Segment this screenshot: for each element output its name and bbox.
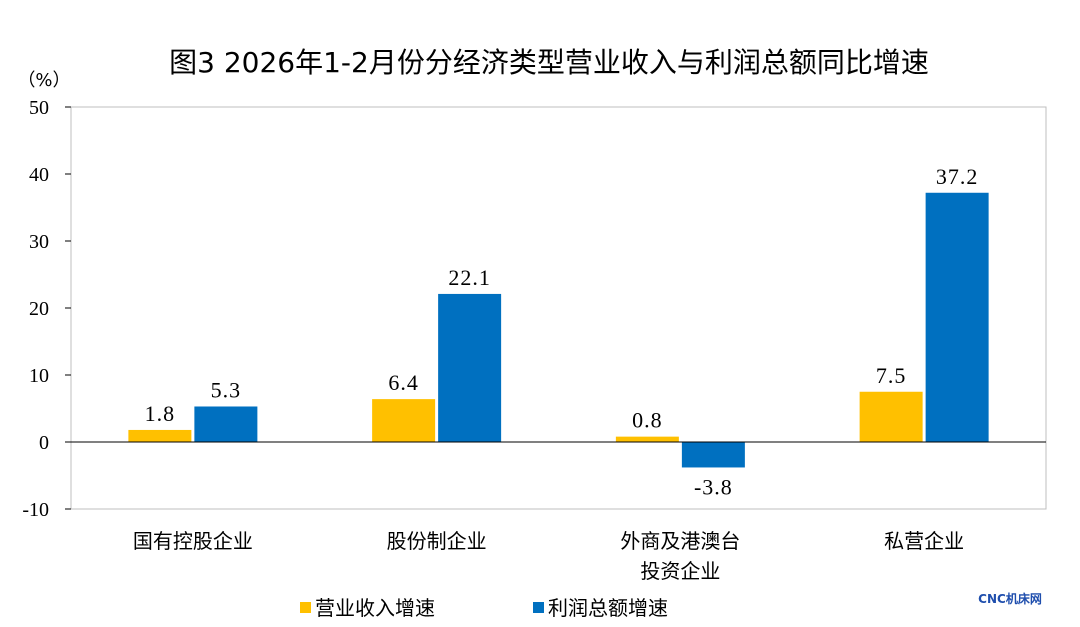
y-tick-label: 0: [39, 432, 49, 454]
bar-revenue: [128, 429, 192, 442]
y-tick-label: 20: [29, 298, 49, 320]
value-label: 37.2: [936, 164, 979, 189]
value-label: 22.1: [448, 265, 491, 290]
legend-label: 营业收入增速: [315, 596, 435, 620]
value-label: 0.8: [632, 408, 663, 433]
legend-swatch: [533, 602, 544, 613]
y-axis-unit-label: （%）: [17, 70, 70, 91]
chart-title: 图3 2026年1-2月份分经济类型营业收入与利润总额同比增速: [169, 46, 929, 79]
bar-revenue: [615, 436, 679, 442]
bar-revenue: [859, 391, 923, 442]
category-label: 国有控股企业: [133, 529, 253, 553]
value-label: 5.3: [211, 377, 242, 402]
y-tick-label: 50: [29, 97, 49, 119]
value-label: -3.8: [694, 474, 733, 499]
y-tick-label: 40: [29, 164, 49, 186]
bar-revenue: [372, 399, 436, 442]
bar-profit: [438, 293, 502, 442]
category-label: 股份制企业: [387, 529, 487, 553]
y-tick-label: 10: [29, 365, 49, 387]
bar-profit: [194, 406, 258, 442]
value-label: 7.5: [876, 363, 907, 388]
y-axis-ticks: -10 0 10 20 30 40 50: [22, 97, 71, 521]
category-label: 外商及港澳台: [620, 529, 740, 553]
bar-profit: [681, 442, 745, 468]
value-label: 1.8: [145, 401, 176, 426]
legend-label: 利润总额增速: [548, 596, 668, 620]
value-label: 6.4: [388, 370, 419, 395]
plot-area-frame: [70, 106, 1047, 510]
category-label: 私营企业: [884, 529, 964, 553]
y-tick-label: -10: [22, 499, 49, 521]
category-label: 投资企业: [640, 559, 720, 583]
legend-swatch: [300, 602, 311, 613]
bars: [128, 192, 989, 468]
y-tick-label: 30: [29, 231, 49, 253]
watermark: CNC机床网: [978, 591, 1042, 606]
legend: 营业收入增速 利润总额增速: [300, 596, 668, 620]
bar-profit: [925, 192, 989, 442]
value-labels: 1.8 5.3 6.4 22.1 0.8 -3.8 7.5 37.2: [145, 164, 979, 500]
